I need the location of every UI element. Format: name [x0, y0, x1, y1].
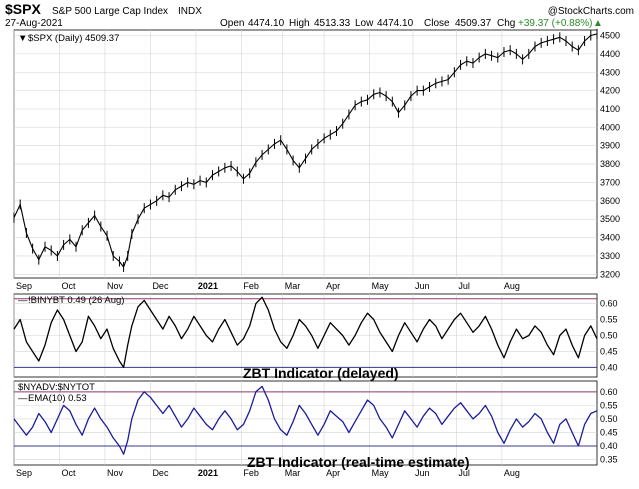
x-axis-bottom: Sep Oct Nov Dec 2021 Feb Mar Apr May Jun Jul Aug — [16, 468, 520, 478]
zbt-delayed-y-tick-label: 0.50 — [600, 331, 618, 341]
zbt-realtime-legend: $NYADV:$NYTOT — [18, 382, 95, 393]
price-y-tick-label: 3400 — [600, 233, 620, 243]
price-y-tick-label: 4200 — [600, 86, 620, 96]
zbt-realtime-annotation: ZBT Indicator (real-time estimate) — [247, 454, 470, 470]
price-y-tick-label: 3800 — [600, 159, 620, 169]
zbt-realtime-y-tick-label: 0.50 — [600, 414, 618, 424]
x-tick-label-sep: Sep — [16, 468, 32, 478]
price-y-tick-label: 3500 — [600, 214, 620, 224]
x-tick-label-jun: Jun — [415, 468, 430, 478]
x-tick-label-mar: Mar — [285, 468, 301, 478]
low-label: Low — [355, 18, 374, 29]
zbt-delayed-y-tick-label: 0.55 — [600, 315, 618, 325]
ema-legend: EMA(10) 0.53 — [28, 393, 87, 404]
close-label: Close — [424, 18, 450, 29]
zbt-delayed-grid: 0.40 0.45 0.50 0.55 0.60 — [13, 294, 618, 377]
price-y-tick-label: 4000 — [600, 122, 620, 132]
zbt-delayed-legend: !BINYBT 0.49 (26 Aug) — [28, 295, 124, 306]
zbt-realtime-grid: 0.35 0.40 0.45 0.50 0.55 0.60 — [13, 381, 618, 465]
x-tick-label-feb: Feb — [243, 281, 259, 291]
x-tick-label-jul: Jul — [458, 281, 470, 291]
index-name: S&P 500 Large Cap Index — [52, 6, 168, 17]
zbt-realtime-y-tick-label: 0.55 — [600, 400, 618, 410]
x-tick-label-may: May — [372, 281, 390, 291]
price-y-tick-label: 4500 — [600, 31, 620, 41]
zbt-delayed-annotation: ZBT Indicator (delayed) — [243, 365, 399, 381]
zbt-realtime-y-tick-label: 0.45 — [600, 427, 618, 437]
zbt-realtime-y-tick-label: 0.35 — [600, 455, 618, 465]
x-tick-label-apr: Apr — [326, 468, 340, 478]
high-label: High — [289, 18, 310, 29]
price-y-tick-label: 3300 — [600, 251, 620, 261]
price-y-tick-label: 3600 — [600, 196, 620, 206]
price-legend-icon: ▼ — [18, 33, 27, 44]
price-y-tick-label: 4300 — [600, 67, 620, 77]
zbt-realtime-y-tick-label: 0.40 — [600, 441, 618, 451]
up-arrow-icon: ▲ — [593, 18, 603, 29]
x-tick-label-dec: Dec — [152, 281, 169, 291]
x-tick-label-2021: 2021 — [198, 281, 218, 291]
exchange-label: INDX — [178, 6, 202, 17]
zbt-delayed-y-tick-label: 0.45 — [600, 346, 618, 356]
price-grid: 3200 3300 3400 3500 3600 3700 3800 3900 4000 4100… — [13, 30, 620, 279]
x-tick-label-nov: Nov — [107, 281, 124, 291]
open-label: Open — [220, 18, 244, 29]
ticker-symbol: $SPX — [5, 1, 41, 17]
x-tick-label-aug: Aug — [504, 281, 520, 291]
x-tick-label-jun: Jun — [415, 281, 430, 291]
open-value: 4474.10 — [248, 18, 285, 29]
zbt-delayed-y-tick-label: 0.60 — [600, 299, 618, 309]
price-y-tick-label: 4100 — [600, 104, 620, 114]
x-axis-price: Sep Oct Nov Dec 2021 Feb Mar Apr May Jun Jul Aug — [16, 281, 520, 291]
x-tick-label-apr: Apr — [326, 281, 340, 291]
x-tick-label-feb: Feb — [243, 468, 259, 478]
x-tick-label-oct: Oct — [61, 468, 76, 478]
x-tick-label-oct: Oct — [61, 281, 76, 291]
zbt-realtime-series-line — [13, 385, 598, 455]
high-value: 4513.33 — [314, 18, 351, 29]
x-tick-label-2021: 2021 — [198, 468, 218, 478]
price-y-tick-label: 3900 — [600, 141, 620, 151]
chart-date: 27-Aug-2021 — [5, 18, 63, 29]
zbt-delayed-y-tick-label: 0.40 — [600, 362, 618, 372]
zbt-realtime-panel-frame — [13, 380, 598, 466]
ohlc-readout: Open 4474.10 High 4513.33 Low 4474.10 Cl… — [220, 18, 603, 29]
low-value: 4474.10 — [377, 18, 414, 29]
zbt-delayed-legend-icon: — — [18, 295, 28, 306]
series-layer — [13, 28, 598, 455]
close-value: 4509.37 — [455, 18, 492, 29]
x-tick-label-mar: Mar — [285, 281, 301, 291]
price-y-tick-label: 3200 — [600, 269, 620, 279]
zbt-realtime-y-tick-label: 0.60 — [600, 387, 618, 397]
x-tick-label-jul: Jul — [458, 468, 470, 478]
chg-label: Chg — [497, 18, 515, 29]
x-tick-label-dec: Dec — [152, 468, 169, 478]
x-tick-label-sep: Sep — [16, 281, 32, 291]
ema-legend-icon: — — [18, 393, 28, 404]
price-legend: $SPX (Daily) 4509.37 — [28, 33, 119, 44]
chg-value: +39.37 (+0.88%) — [518, 18, 593, 29]
price-y-tick-label: 4400 — [600, 49, 620, 59]
price-series-line — [13, 33, 598, 268]
price-y-tick-label: 3700 — [600, 177, 620, 187]
x-tick-label-nov: Nov — [107, 468, 124, 478]
x-tick-label-may: May — [372, 468, 390, 478]
zbt-delayed-series-line — [13, 296, 598, 369]
stockcharts-watermark: @StockCharts.com — [548, 6, 634, 17]
x-tick-label-aug: Aug — [504, 468, 520, 478]
